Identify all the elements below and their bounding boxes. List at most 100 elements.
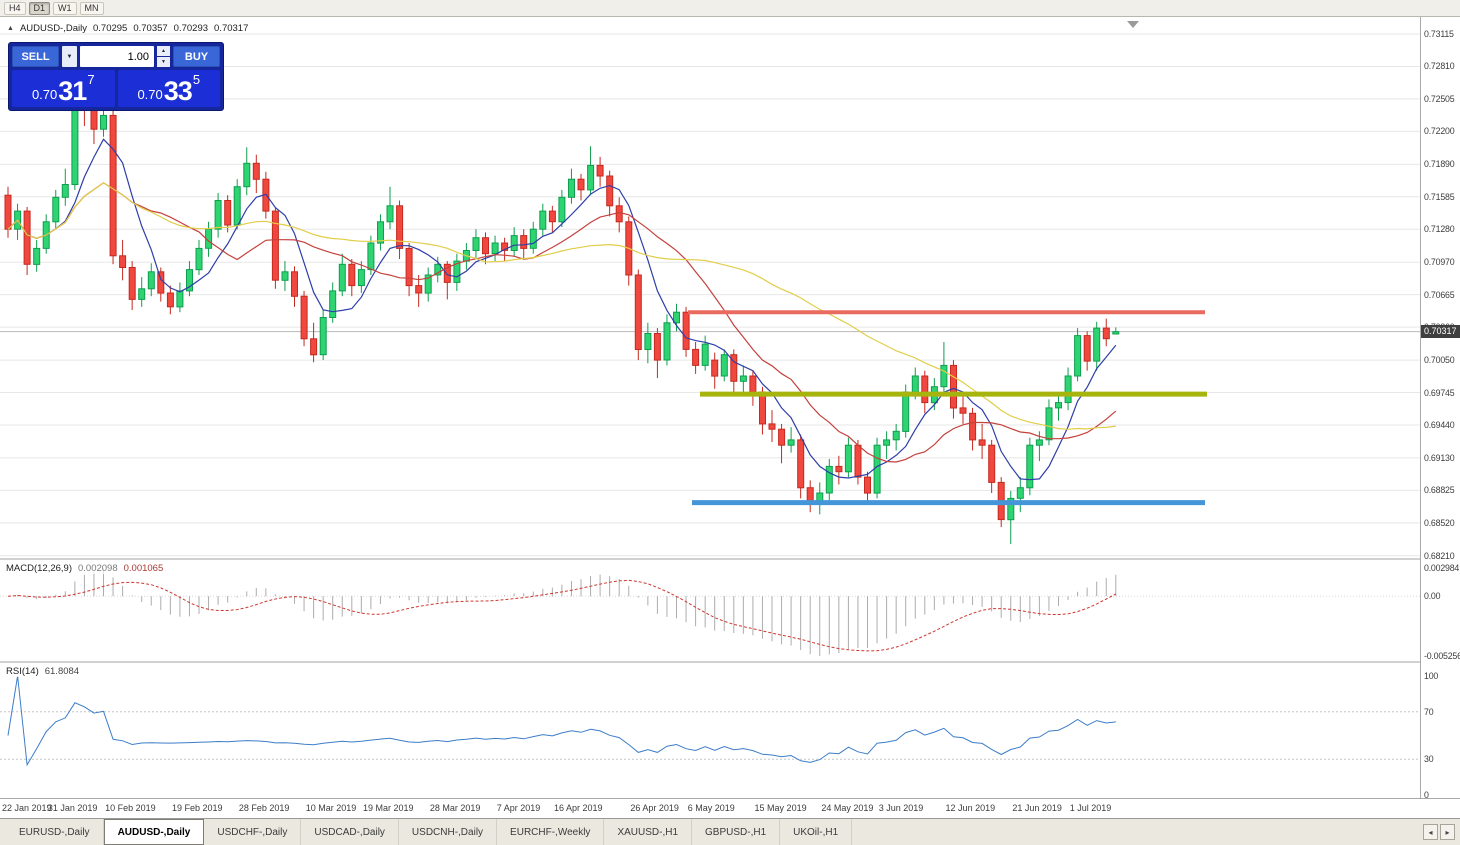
volume-spinner: ▲ ▼	[157, 46, 170, 67]
ohlc-open: 0.70295	[92, 23, 128, 34]
date-axis-label: 28 Mar 2019	[429, 803, 481, 813]
grid-lines	[0, 33, 1420, 557]
buy-price-big-digits: 33	[163, 76, 193, 106]
tab-usdcnh-daily[interactable]: USDCNH-,Daily	[399, 819, 498, 845]
ohlc-low: 0.70293	[173, 23, 209, 34]
buy-price-pip-digit: 5	[192, 72, 201, 87]
date-axis-label: 7 Apr 2019	[496, 803, 541, 813]
date-axis-label: 28 Feb 2019	[238, 803, 290, 813]
date-axis-label: 3 Jun 2019	[878, 803, 924, 813]
macd-axis-label: 0.00	[1424, 591, 1441, 602]
tab-usdcad-daily[interactable]: USDCAD-,Daily	[301, 819, 399, 845]
date-axis-label: 24 May 2019	[821, 803, 874, 813]
volume-dropdown-button[interactable]: ▼	[62, 46, 77, 67]
price-axis-label: 0.70970	[1424, 257, 1455, 268]
sell-price-pip-digit: 7	[87, 72, 95, 87]
date-axis-label: 19 Feb 2019	[172, 803, 223, 813]
sell-price-big-digits: 31	[58, 76, 87, 106]
macd-pane	[0, 568, 1420, 656]
volume-increment-button[interactable]: ▲	[157, 46, 170, 56]
price-axis-label: 0.69745	[1424, 387, 1455, 398]
chart-shift-marker	[1127, 21, 1139, 28]
tab-eurchf-weekly[interactable]: EURCHF-,Weekly	[497, 819, 605, 845]
tab-audusd-daily[interactable]: AUDUSD-,Daily	[103, 819, 205, 845]
medium-ma	[7, 182, 1117, 463]
ohlc-high: 0.70357	[133, 23, 168, 34]
price-axis-label: 0.69440	[1424, 419, 1455, 430]
price-axis-label: 0.72810	[1424, 61, 1455, 72]
rsi-axis-label: 0	[1424, 790, 1429, 800]
tab-xauusd-h1[interactable]: XAUUSD-,H1	[604, 819, 693, 845]
buy-price-display[interactable]: 0.70 33 5	[117, 70, 220, 107]
price-axis-label: 0.70665	[1424, 289, 1455, 300]
price-axis-label: 0.70050	[1424, 355, 1455, 366]
tab-scroll-left-button[interactable]: ◂	[1423, 824, 1438, 840]
price-axis-label: 0.71280	[1424, 224, 1455, 235]
candlestick-chart[interactable]	[0, 17, 1420, 798]
macd-axis-label: 0.002984	[1424, 563, 1460, 573]
date-axis-label: 10 Feb 2019	[105, 803, 156, 813]
one-click-trading-panel: SELL ▼ 1.00 ▲ ▼ BUY 0.70 31 7 0.70 33 5	[8, 42, 224, 111]
date-axis-label: 1 Jul 2019	[1069, 803, 1112, 813]
price-axis-label: 0.68520	[1424, 517, 1455, 528]
macd-indicator-label: MACD(12,26,9) 0.002098 0.001065	[6, 563, 164, 574]
ohlc-close: 0.70317	[214, 23, 249, 34]
volume-decrement-button[interactable]: ▼	[157, 57, 170, 67]
tab-eurusd-daily[interactable]: EURUSD-,Daily	[6, 819, 104, 845]
price-axis: 0.70317 0.73115 0.72810 0.72505 0.72200 0.71…	[1420, 17, 1460, 800]
tab-scroll-buttons: ◂ ▸	[1423, 819, 1460, 845]
chart-symbol-label: AUDUSD-,Daily	[19, 23, 87, 34]
date-axis-label: 15 May 2019	[754, 803, 807, 813]
price-pane	[4, 76, 1120, 545]
rsi-pane	[0, 675, 1420, 767]
date-axis-label: 6 May 2019	[687, 803, 735, 813]
rsi-name: RSI(14)	[6, 666, 39, 677]
date-axis-label: 19 Mar 2019	[363, 803, 414, 813]
chart-title: ▲ AUDUSD-,Daily 0.70295 0.70357 0.70293 …	[7, 23, 248, 34]
sell-price-prefix: 0.70	[31, 87, 58, 102]
price-axis-label: 0.72200	[1424, 126, 1455, 137]
date-axis-label: 21 Jun 2019	[1012, 803, 1062, 813]
date-axis-label: 10 Mar 2019	[305, 803, 357, 813]
tab-ukoil-h1[interactable]: UKOil-,H1	[780, 819, 853, 845]
chart-icon: ▲	[7, 25, 14, 32]
timeframe-toolbar: H4 D1 W1 MN	[0, 0, 1460, 17]
macd-main-value: 0.002098	[78, 563, 118, 574]
date-axis-label: 26 Apr 2019	[630, 803, 679, 813]
slow-ma	[7, 182, 1116, 430]
overlay-lines	[0, 21, 1420, 663]
chart-tab-bar: EURUSD-,Daily AUDUSD-,Daily USDCHF-,Daily U…	[0, 818, 1460, 845]
date-axis-label: 22 Jan 2019	[2, 803, 52, 813]
timeframe-button-h4[interactable]: H4	[4, 1, 26, 15]
buy-button[interactable]: BUY	[173, 46, 220, 67]
sell-price-display[interactable]: 0.70 31 7	[12, 70, 115, 107]
timeframe-button-d1[interactable]: D1	[28, 1, 51, 15]
tab-gbpusd-h1[interactable]: GBPUSD-,H1	[692, 819, 781, 845]
timeframe-button-mn[interactable]: MN	[79, 1, 104, 15]
price-axis-label: 0.68825	[1424, 485, 1455, 496]
price-axis-label: 0.73115	[1424, 29, 1454, 39]
date-axis-label: 12 Jun 2019	[945, 803, 996, 813]
date-axis-label: 16 Apr 2019	[554, 803, 603, 813]
price-axis-label: 0.69130	[1424, 452, 1455, 463]
tab-usdchf-daily[interactable]: USDCHF-,Daily	[204, 819, 302, 845]
fast-ma	[7, 138, 1117, 481]
sell-button[interactable]: SELL	[12, 46, 59, 67]
price-axis-label: 0.72505	[1424, 93, 1455, 104]
macd-signal-value: 0.001065	[123, 563, 164, 574]
rsi-value: 61.8084	[44, 666, 80, 677]
current-price-tag: 0.70317	[1421, 324, 1460, 338]
volume-input[interactable]: 1.00	[80, 46, 154, 67]
rsi-axis-label: 100	[1424, 671, 1439, 681]
chart-tabs: EURUSD-,Daily AUDUSD-,Daily USDCHF-,Daily U…	[6, 819, 853, 845]
rsi-axis-label: 70	[1424, 706, 1434, 717]
tab-scroll-right-button[interactable]: ▸	[1440, 824, 1455, 840]
rsi-line	[7, 675, 1116, 767]
buy-price-prefix: 0.70	[137, 87, 163, 102]
date-axis-label: 31 Jan 2019	[47, 803, 98, 813]
timeframe-button-w1[interactable]: W1	[53, 1, 77, 15]
price-axis-label: 0.68210	[1424, 550, 1455, 561]
price-axis-label: 0.71585	[1424, 191, 1455, 202]
macd-name: MACD(12,26,9)	[6, 563, 72, 574]
macd-signal-line	[7, 579, 1117, 652]
